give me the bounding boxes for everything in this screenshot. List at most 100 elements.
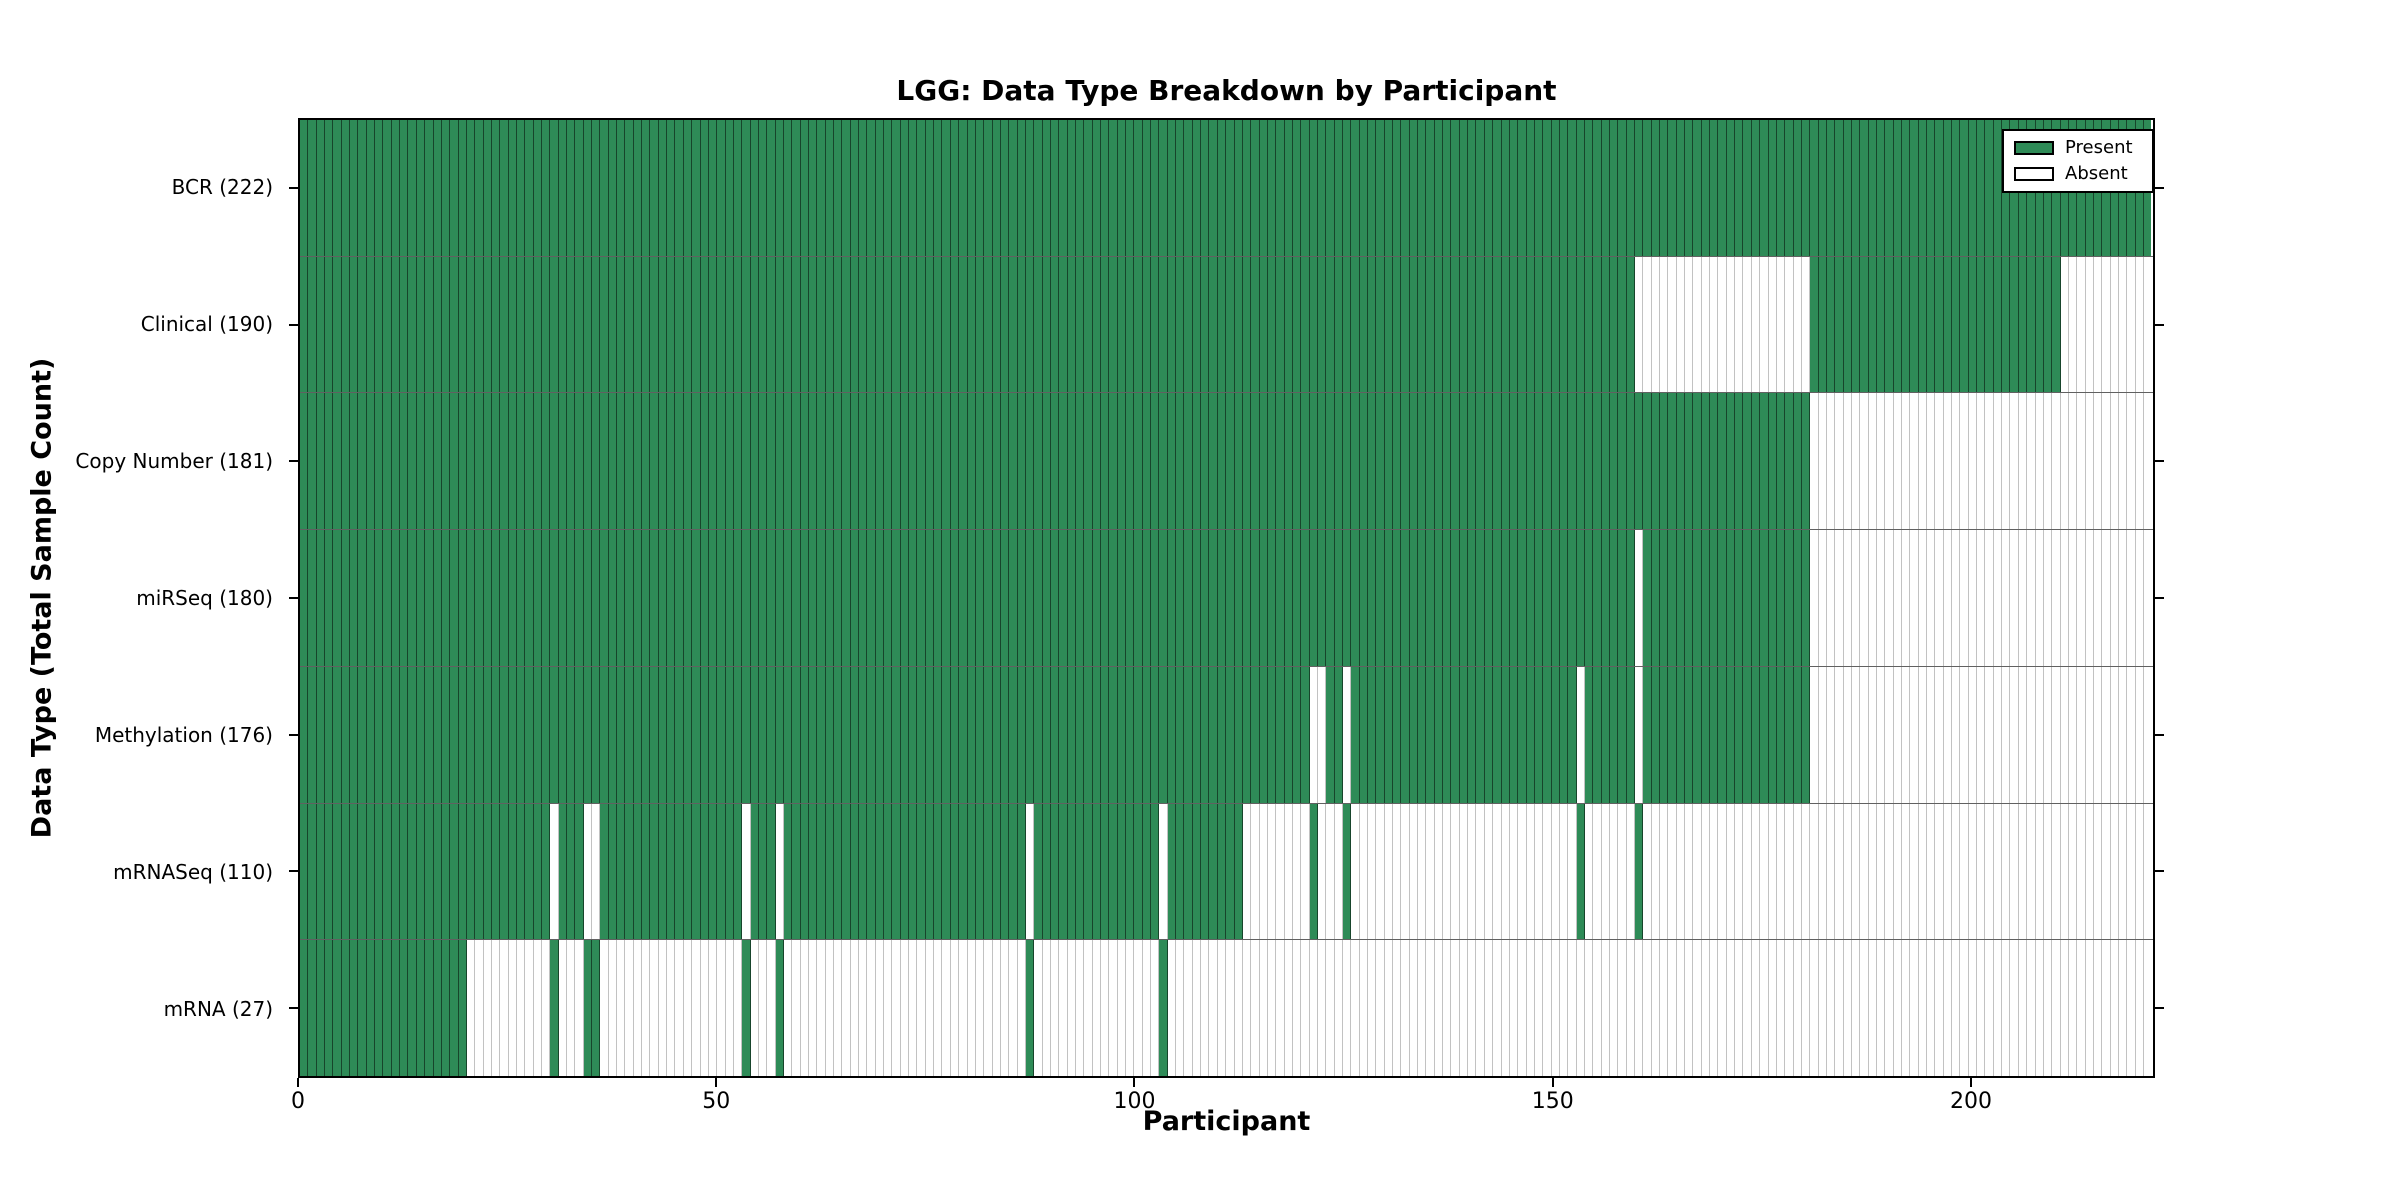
present-cell xyxy=(742,940,751,1077)
present-cell xyxy=(1835,256,1844,393)
absent-cell xyxy=(934,940,943,1077)
absent-cell xyxy=(2135,940,2144,1077)
present-cell xyxy=(416,393,426,530)
present-cell xyxy=(450,666,459,803)
absent-cell xyxy=(683,940,693,1077)
present-cell xyxy=(758,803,768,940)
present-cell xyxy=(925,393,935,530)
present-cell xyxy=(391,530,401,666)
present-cell xyxy=(1501,530,1510,666)
absent-cell xyxy=(1551,803,1560,940)
present-cell xyxy=(1534,530,1544,666)
present-cell xyxy=(1167,803,1177,940)
absent-cell xyxy=(675,940,684,1077)
absent-cell xyxy=(1384,940,1394,1077)
present-cell xyxy=(1843,120,1852,256)
absent-cell xyxy=(1943,393,1953,530)
present-cell xyxy=(884,666,893,803)
present-cell xyxy=(1718,393,1727,530)
present-cell xyxy=(792,803,801,940)
present-cell xyxy=(1092,256,1101,393)
present-cell xyxy=(308,393,317,530)
absent-cell xyxy=(1902,666,1911,803)
present-cell xyxy=(1109,666,1118,803)
present-cell xyxy=(1693,120,1702,256)
present-cell xyxy=(1059,666,1068,803)
absent-cell xyxy=(1893,530,1902,666)
absent-cell xyxy=(1676,940,1686,1077)
present-cell xyxy=(1351,530,1360,666)
present-cell xyxy=(1668,530,1677,666)
absent-cell xyxy=(2002,530,2011,666)
present-cell xyxy=(366,256,376,393)
absent-cell xyxy=(1559,803,1569,940)
present-cell xyxy=(683,530,693,666)
absent-cell xyxy=(1226,940,1235,1077)
present-cell xyxy=(1142,530,1152,666)
present-cell xyxy=(1810,120,1819,256)
present-cell xyxy=(1534,120,1544,256)
present-cell xyxy=(1025,940,1035,1077)
absent-cell xyxy=(1868,530,1877,666)
present-cell xyxy=(1743,120,1752,256)
absent-cell xyxy=(1451,803,1460,940)
present-cell xyxy=(350,803,359,940)
present-cell xyxy=(675,803,684,940)
present-cell xyxy=(308,530,317,666)
present-cell xyxy=(675,393,684,530)
present-cell xyxy=(625,530,634,666)
present-cell xyxy=(1493,393,1502,530)
present-cell xyxy=(575,256,584,393)
present-cell xyxy=(1376,530,1385,666)
present-cell xyxy=(742,530,751,666)
present-cell xyxy=(541,393,551,530)
present-cell xyxy=(1384,393,1394,530)
present-cell xyxy=(1242,393,1252,530)
present-cell xyxy=(1559,530,1569,666)
present-cell xyxy=(1793,393,1802,530)
present-cell xyxy=(1009,393,1018,530)
absent-cell xyxy=(1025,803,1035,940)
absent-cell xyxy=(2127,393,2136,530)
present-cell xyxy=(667,120,676,256)
present-cell xyxy=(1142,393,1152,530)
present-cell xyxy=(1710,120,1719,256)
y-tick-mark xyxy=(2155,323,2164,326)
present-cell xyxy=(1418,530,1427,666)
present-cell xyxy=(491,256,501,393)
absent-cell xyxy=(1668,256,1677,393)
absent-cell xyxy=(1618,940,1627,1077)
absent-cell xyxy=(859,940,868,1077)
absent-cell xyxy=(1309,940,1318,1077)
present-cell xyxy=(650,256,659,393)
present-cell xyxy=(441,393,451,530)
present-cell xyxy=(867,256,876,393)
present-cell xyxy=(375,940,384,1077)
present-cell xyxy=(1126,393,1135,530)
absent-cell xyxy=(950,940,960,1077)
present-cell xyxy=(842,256,851,393)
present-cell xyxy=(1167,393,1177,530)
present-cell xyxy=(1242,666,1252,803)
absent-cell xyxy=(2127,666,2136,803)
present-cell xyxy=(408,256,417,393)
present-cell xyxy=(1276,256,1285,393)
present-cell xyxy=(1201,256,1210,393)
absent-cell xyxy=(1868,393,1877,530)
absent-cell xyxy=(2118,530,2128,666)
present-cell xyxy=(1201,393,1210,530)
present-cell xyxy=(975,803,985,940)
absent-cell xyxy=(1977,393,1986,530)
present-cell xyxy=(1868,120,1877,256)
present-cell xyxy=(333,530,342,666)
present-cell xyxy=(1776,393,1786,530)
present-cell xyxy=(1159,666,1168,803)
present-cell xyxy=(425,120,434,256)
absent-cell xyxy=(2077,803,2086,940)
y-tick-label-mrna: mRNA (27) xyxy=(163,997,273,1022)
present-cell xyxy=(708,393,718,530)
present-cell xyxy=(842,803,851,940)
present-cell xyxy=(1109,120,1118,256)
present-cell xyxy=(1101,666,1110,803)
legend-label: Absent xyxy=(2065,163,2128,184)
